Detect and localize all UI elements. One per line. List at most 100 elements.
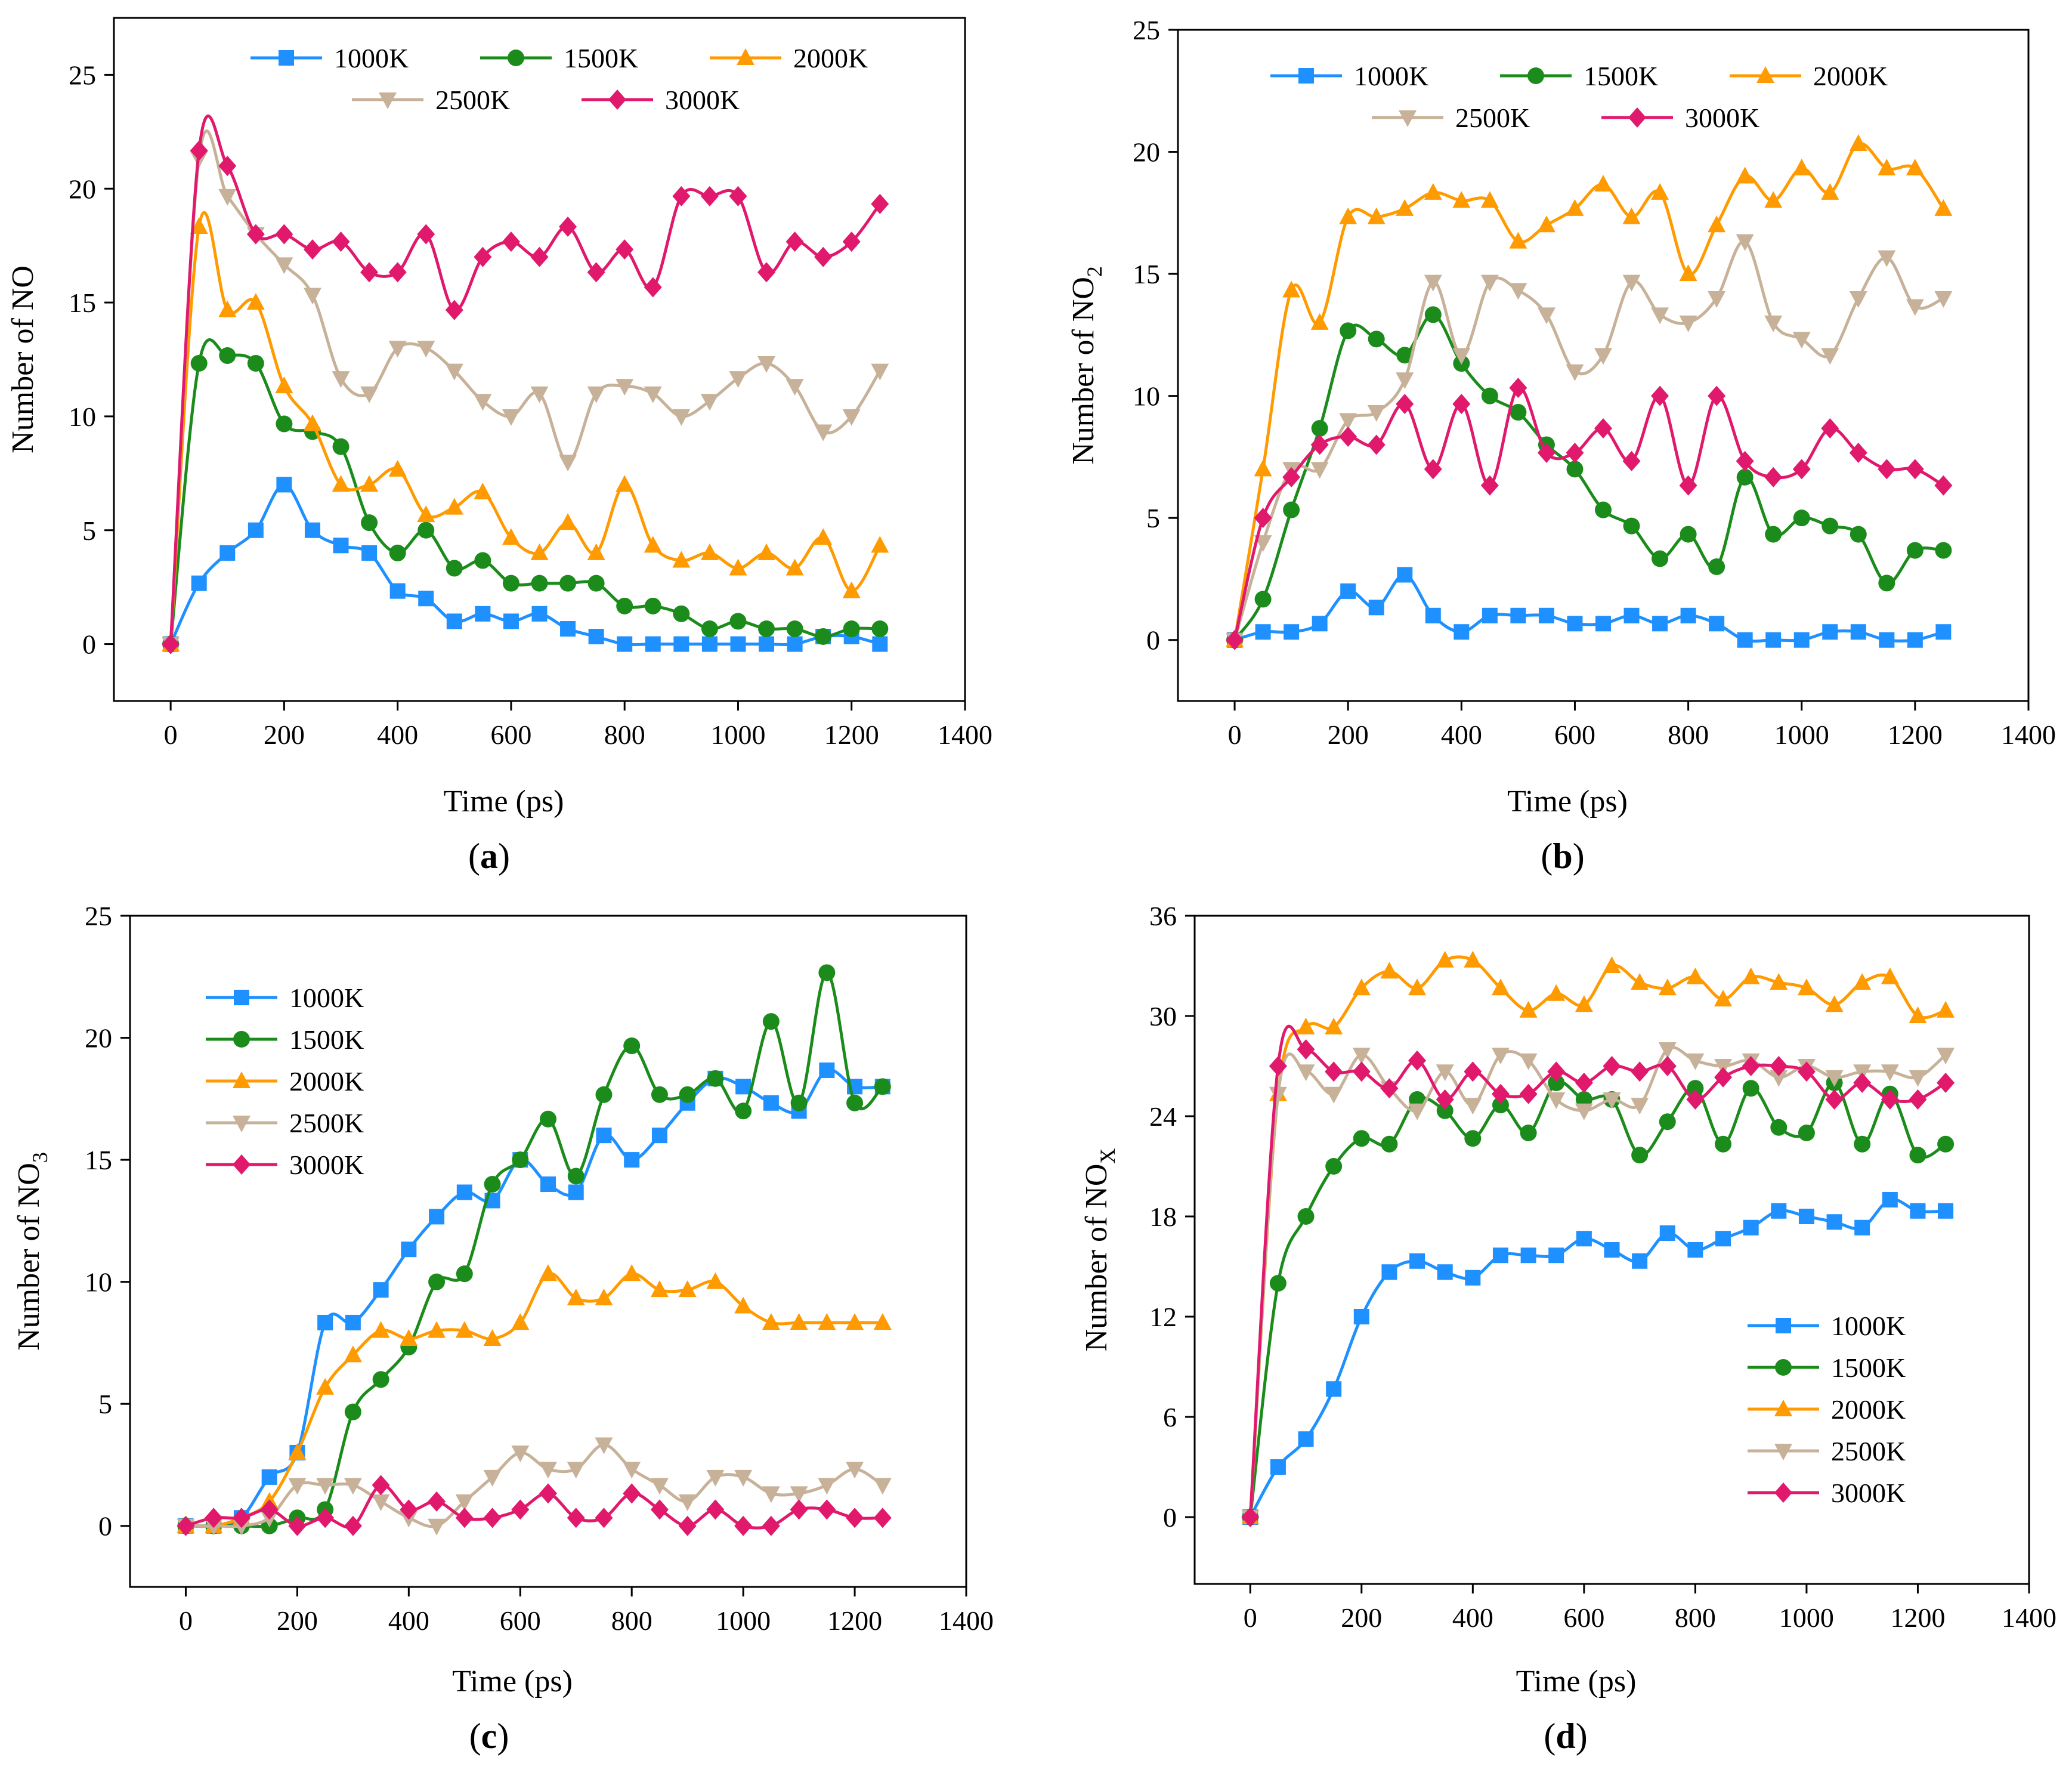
data-point-3000K (360, 262, 379, 283)
data-point-1500K (1798, 1125, 1815, 1141)
data-point-2000K (757, 543, 776, 560)
data-point-3000K (1547, 1061, 1566, 1082)
data-point-1500K (790, 1094, 808, 1111)
data-point-1500K (1520, 1125, 1537, 1141)
y-tick-label: 15 (1133, 259, 1160, 289)
data-point-1500K (1481, 387, 1498, 404)
data-point-2500K (1547, 1092, 1566, 1109)
data-point-1500K (818, 964, 836, 981)
data-point-3000K (587, 262, 605, 283)
data-point-2500K (1491, 1048, 1510, 1065)
data-point-1000K (560, 621, 576, 637)
data-point-3000K (1937, 1073, 1955, 1093)
data-point-1500K (1937, 1135, 1955, 1153)
x-tick-label: 1400 (2001, 719, 2056, 750)
data-point-2500K (650, 1478, 669, 1495)
data-point-3000K (1909, 1089, 1927, 1110)
legend-entry-2000K: 2000K (710, 43, 868, 73)
x-tick-label: 200 (1341, 1602, 1382, 1633)
data-point-1500K (219, 347, 236, 365)
data-point-2000K (455, 1321, 474, 1338)
data-point-2500K (316, 1478, 335, 1495)
data-point-1000K (1652, 616, 1668, 632)
legend-entry-2500K: 2500K (1372, 103, 1530, 133)
data-point-1500K (502, 575, 519, 592)
data-point-2000K (644, 536, 662, 553)
data-point-3000K (1566, 442, 1584, 463)
data-point-3000K (344, 1515, 362, 1536)
legend-marker (1776, 1318, 1791, 1333)
data-point-1500K (332, 438, 350, 455)
legend: 1000K 1500K 2000K 2500K 3000K (251, 43, 868, 115)
legend-entry-2000K: 2000K (1748, 1394, 1906, 1425)
legend-marker (1774, 1400, 1792, 1416)
data-point-2500K (559, 455, 577, 472)
data-point-2500K (595, 1437, 613, 1454)
data-point-3000K (1708, 385, 1726, 406)
data-point-3000K (483, 1508, 502, 1528)
data-point-2500K (1934, 291, 1953, 308)
series-line-2000K (1233, 141, 1945, 641)
legend-marker (1298, 68, 1314, 84)
data-point-1000K (317, 1314, 333, 1330)
legend-label: 2000K (793, 43, 868, 73)
data-point-1000K (1437, 1264, 1453, 1280)
data-point-1000K (588, 628, 604, 644)
data-point-2500K (1436, 1064, 1454, 1082)
series-line-1500K (185, 971, 884, 1528)
plot-frame (1177, 29, 2030, 702)
data-point-1000K (304, 522, 320, 538)
data-point-2500K (1519, 1053, 1538, 1070)
legend-entry-2500K: 2500K (1748, 1436, 1906, 1466)
data-point-2000K (1396, 199, 1414, 216)
data-point-3000K (595, 1508, 613, 1528)
data-point-2500K (871, 363, 889, 381)
y-tick-label: 0 (1146, 625, 1160, 656)
y-tick-label: 25 (1133, 15, 1160, 45)
series-line-3000K (1233, 386, 1944, 641)
data-point-2000K (511, 1312, 530, 1330)
data-point-1500K (1436, 1102, 1454, 1119)
data-point-1000K (1604, 1242, 1620, 1258)
data-point-3000K (1269, 1056, 1287, 1076)
data-point-2000K (595, 1289, 613, 1306)
data-point-1000K (1284, 624, 1300, 640)
y-tick-label: 15 (69, 288, 96, 318)
data-point-3000K (1310, 434, 1329, 455)
data-point-2000K (650, 1280, 669, 1298)
data-point-2500K (734, 1469, 753, 1487)
data-point-2500K (1937, 1048, 1955, 1065)
legend-marker (379, 92, 397, 109)
legend-label: 2000K (289, 1066, 364, 1097)
data-point-3000K (1509, 378, 1527, 399)
data-point-2000K (1937, 1000, 1955, 1018)
data-point-3000K (762, 1515, 780, 1536)
data-point-1500K (1715, 1135, 1732, 1153)
data-point-3000K (417, 224, 435, 245)
data-point-1500K (1854, 1135, 1871, 1153)
data-point-3000K (678, 1515, 697, 1536)
x-tick-label: 0 (1244, 1602, 1257, 1633)
y-axis-label: Number of NO (6, 265, 40, 453)
data-point-2500K (567, 1462, 585, 1479)
x-tick-label: 800 (1675, 1602, 1716, 1633)
data-point-2000K (1282, 280, 1301, 298)
data-point-1500K (595, 1086, 613, 1103)
data-point-2500K (1537, 307, 1555, 325)
legend-label: 1500K (564, 43, 638, 73)
y-tick-label: 25 (69, 60, 96, 90)
data-point-1500K (1631, 1147, 1649, 1164)
data-point-3000K (818, 1499, 836, 1520)
data-point-3000K (1714, 1067, 1733, 1088)
legend-marker (233, 1116, 251, 1132)
data-point-1000K (763, 1095, 779, 1111)
legend-entry-1000K: 1000K (251, 43, 409, 73)
data-point-2500K (1603, 1092, 1621, 1109)
data-point-1500K (1680, 526, 1697, 543)
data-point-2000K (1714, 990, 1733, 1006)
data-point-1500K (389, 544, 406, 561)
x-tick-label: 0 (1228, 719, 1242, 750)
data-point-3000K (1575, 1073, 1593, 1093)
x-tick-label: 1400 (939, 1605, 994, 1636)
legend-entry-1000K: 1000K (206, 983, 364, 1013)
